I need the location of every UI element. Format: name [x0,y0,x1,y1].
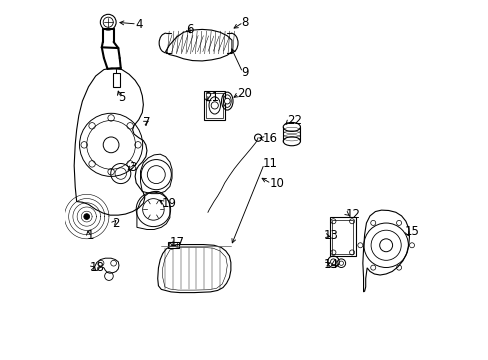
Text: 1: 1 [86,229,94,242]
Text: 20: 20 [237,87,252,100]
Text: 13: 13 [324,229,338,242]
Bar [206,93,223,118]
Text: 8: 8 [241,16,248,29]
Text: 9: 9 [241,66,248,79]
Text: 22: 22 [287,114,302,127]
Text: 6: 6 [186,23,194,36]
Text: 7: 7 [143,116,151,129]
Text: 15: 15 [405,225,419,238]
Bar [329,217,355,256]
Text: 12: 12 [345,208,360,221]
Text: 3: 3 [129,161,136,174]
Text: 19: 19 [162,197,177,210]
Text: 2: 2 [112,216,119,230]
Text: 4: 4 [135,18,142,31]
Text: 5: 5 [118,91,125,104]
Text: 21: 21 [204,91,219,104]
Text: 18: 18 [89,261,104,274]
Bar [332,220,352,253]
Bar [167,242,179,248]
Bar [112,73,120,87]
Text: 14: 14 [324,258,338,271]
Circle shape [224,98,230,104]
Bar [169,242,177,246]
Bar [204,91,224,120]
Circle shape [83,214,89,220]
Text: 11: 11 [262,157,277,170]
Text: 17: 17 [169,236,184,249]
Text: 10: 10 [269,177,284,190]
Text: 16: 16 [262,132,277,145]
